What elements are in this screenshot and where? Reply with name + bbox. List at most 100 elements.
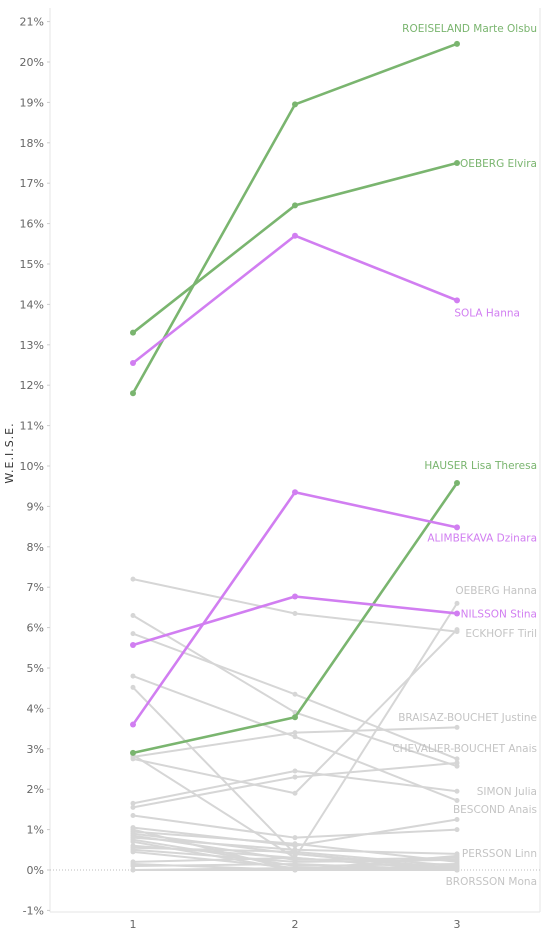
series-label: HAUSER Lisa Theresa (424, 460, 537, 472)
highlight-series-point (454, 160, 460, 166)
highlight-series-point (454, 479, 460, 486)
y-tick-label: 15% (20, 258, 44, 271)
y-tick-label: 13% (20, 339, 44, 352)
grey-series-point (292, 865, 298, 871)
y-tick-label: 18% (20, 137, 44, 150)
series-label: ROEISELAND Marte Olsbu (402, 23, 537, 35)
highlight-series-point (454, 297, 460, 304)
highlight-series-point (292, 202, 298, 209)
y-tick-label: 1% (27, 824, 44, 837)
series-label: OEBERG Elvira (460, 158, 537, 170)
series-label: BRAISAZ-BOUCHET Justine (398, 712, 537, 724)
grey-series-layer (130, 576, 460, 873)
y-tick-label: 6% (27, 622, 44, 635)
y-tick-label: 14% (20, 298, 44, 311)
highlight-series-point (292, 489, 298, 496)
y-tick-label: 10% (20, 460, 44, 473)
grey-series-point (454, 817, 460, 822)
grey-series-point (292, 790, 298, 796)
highlight-series-line (131, 234, 459, 365)
grey-series-point (292, 774, 298, 780)
grey-series-point (292, 835, 298, 841)
highlight-series-point (130, 721, 136, 728)
y-tick-label: 12% (20, 379, 44, 392)
grey-series-labeled-point (454, 763, 460, 769)
y-tick-label: 19% (20, 96, 44, 109)
grey-series-labeled-point (454, 788, 460, 794)
series-label: OEBERG Hanna (455, 585, 537, 597)
x-axis-ticks: 1 2 3 (130, 918, 461, 931)
grey-series-labeled-point (130, 835, 136, 841)
grey-series-labeled-point (130, 612, 136, 618)
grey-series-labeled-point (130, 800, 136, 806)
series-label: ALIMBEKAVA Dzinara (427, 532, 537, 544)
highlight-series-point (454, 610, 460, 617)
highlight-series-point (292, 101, 298, 108)
grey-series-labeled-point (292, 610, 298, 616)
y-tick-label: 3% (27, 743, 44, 756)
grey-series-point (292, 691, 298, 697)
series-label: CHEVALIER-BOUCHET Anais (392, 743, 537, 755)
grey-series-point (130, 684, 136, 690)
y-tick-label: 17% (20, 177, 44, 190)
highlight-series-point (130, 390, 136, 397)
y-tick-label: 9% (27, 500, 44, 513)
grey-series-labeled-point (130, 576, 136, 582)
grey-series-point (130, 849, 136, 855)
highlighted-series-layer (130, 40, 460, 756)
grey-series-labeled-point (454, 867, 460, 873)
grey-series-point (130, 804, 136, 810)
grey-series-labeled-point (454, 851, 460, 857)
grey-series-labeled-point (292, 847, 298, 853)
series-label: SOLA Hanna (454, 307, 520, 319)
highlight-series-point (292, 714, 298, 721)
grey-series-point (130, 867, 136, 873)
grey-series-labeled-line (132, 578, 458, 633)
highlight-series-point (130, 749, 136, 756)
grey-series-labeled-point (292, 734, 298, 740)
highlight-series-point (292, 593, 298, 600)
grey-series-labeled-point (292, 768, 298, 774)
series-label: SIMON Julia (477, 786, 537, 798)
highlight-series-line (131, 595, 459, 647)
grey-series-point (292, 861, 298, 867)
grey-series-labeled-point (130, 843, 136, 849)
y-tick-label: 7% (27, 581, 44, 594)
grey-series-labeled-point (292, 855, 298, 861)
series-label: BESCOND Anais (453, 804, 537, 816)
grey-series-point (454, 756, 460, 762)
series-label: NILSSON Stina (461, 608, 537, 620)
series-labels-layer: ROEISELAND Marte Olsbu OEBERG Elvira SOLA … (392, 23, 537, 888)
grey-series-point (130, 631, 136, 637)
grey-series-point (292, 841, 298, 847)
x-tick-label: 3 (454, 918, 461, 931)
highlight-series-point (292, 232, 298, 239)
y-tick-label: 21% (20, 16, 44, 29)
highlight-series-point (130, 329, 136, 336)
grey-series-labeled-point (292, 730, 298, 736)
y-tick-label: 5% (27, 662, 44, 675)
y-tick-label: 20% (20, 56, 44, 69)
highlight-series-point (130, 359, 136, 366)
grey-series-point (454, 827, 460, 833)
grey-series-labeled-point (454, 629, 460, 635)
grey-series-point (130, 812, 136, 818)
y-tick-label: 2% (27, 783, 44, 796)
highlight-series-point (454, 40, 460, 47)
y-tick-label: 11% (20, 420, 44, 433)
grey-series-labeled-point (454, 798, 460, 804)
grey-series-labeled-point (454, 724, 460, 730)
y-tick-label: 16% (20, 218, 44, 231)
y-tick-label: 4% (27, 702, 44, 715)
y-axis-ticks: -1% 0% 1% 2% 3% 4% 5% 6% 7% 8% 9% 10% 11% 12% 13% 14% 15… (20, 16, 50, 917)
highlight-series-point (454, 524, 460, 531)
series-label: ECKHOFF Tiril (465, 628, 537, 640)
grey-series-labeled-point (454, 600, 460, 606)
y-tick-label: -1% (23, 904, 44, 917)
grey-series-point (130, 839, 136, 845)
highlight-series-point (130, 641, 136, 648)
x-tick-label: 1 (130, 918, 137, 931)
y-axis-label: W.E.I.S.E. (3, 422, 16, 483)
y-tick-label: 0% (27, 864, 44, 877)
